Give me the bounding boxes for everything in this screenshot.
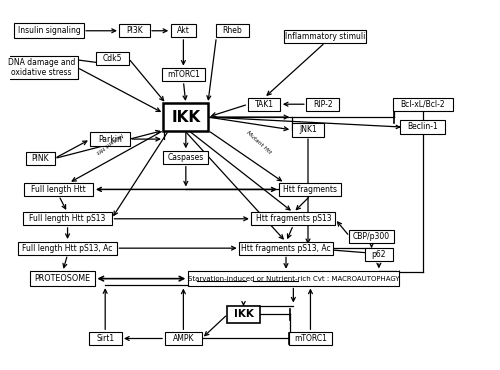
FancyBboxPatch shape: [188, 271, 399, 286]
Text: JNK1: JNK1: [299, 125, 317, 134]
Text: TAK1: TAK1: [254, 100, 274, 109]
FancyBboxPatch shape: [6, 56, 78, 79]
FancyBboxPatch shape: [252, 212, 336, 225]
FancyBboxPatch shape: [248, 98, 280, 111]
Text: IKK: IKK: [172, 110, 200, 125]
Text: mTORC1: mTORC1: [294, 334, 327, 343]
Text: Htt fragments pS13, Ac: Htt fragments pS13, Ac: [241, 244, 331, 253]
Text: CBP/p300: CBP/p300: [353, 232, 390, 241]
FancyBboxPatch shape: [227, 306, 260, 323]
FancyBboxPatch shape: [306, 98, 339, 111]
FancyBboxPatch shape: [292, 123, 324, 137]
FancyBboxPatch shape: [89, 332, 122, 345]
Text: Full length Htt pS13, Ac: Full length Htt pS13, Ac: [22, 244, 112, 253]
FancyBboxPatch shape: [162, 68, 204, 81]
FancyBboxPatch shape: [164, 332, 202, 345]
Text: Parkin: Parkin: [98, 135, 122, 144]
FancyBboxPatch shape: [164, 104, 208, 131]
FancyBboxPatch shape: [289, 332, 332, 345]
FancyBboxPatch shape: [400, 120, 446, 134]
Text: Rheb: Rheb: [222, 26, 242, 35]
FancyBboxPatch shape: [24, 183, 94, 196]
Text: Insulin signaling: Insulin signaling: [18, 26, 80, 35]
FancyBboxPatch shape: [14, 23, 84, 38]
Text: Mutant Htt: Mutant Htt: [245, 130, 272, 155]
Text: Bcl-xL/Bcl-2: Bcl-xL/Bcl-2: [400, 100, 445, 109]
FancyBboxPatch shape: [23, 212, 112, 225]
FancyBboxPatch shape: [239, 242, 333, 255]
FancyBboxPatch shape: [365, 248, 393, 261]
Text: Starvation-induced or Nutrient-rich Cvt : MACROAUTOPHAGY: Starvation-induced or Nutrient-rich Cvt …: [188, 276, 399, 282]
Text: IKK: IKK: [234, 309, 254, 319]
FancyBboxPatch shape: [120, 24, 150, 37]
Text: PINK: PINK: [32, 154, 49, 163]
Text: DNA damage and
oxidative stress: DNA damage and oxidative stress: [8, 58, 76, 77]
Text: Inflammatory stimuli: Inflammatory stimuli: [285, 32, 366, 41]
FancyBboxPatch shape: [170, 24, 196, 37]
Text: Akt: Akt: [177, 26, 190, 35]
Text: Htt fragments pS13: Htt fragments pS13: [256, 214, 331, 223]
FancyBboxPatch shape: [393, 98, 452, 111]
FancyBboxPatch shape: [30, 271, 95, 286]
FancyBboxPatch shape: [216, 24, 248, 37]
Text: Full length Htt: Full length Htt: [32, 185, 86, 194]
FancyBboxPatch shape: [280, 183, 342, 196]
Text: Beclin-1: Beclin-1: [408, 122, 438, 131]
Text: PI3K: PI3K: [126, 26, 143, 35]
FancyBboxPatch shape: [26, 152, 55, 165]
FancyBboxPatch shape: [90, 132, 130, 146]
Text: Sirt1: Sirt1: [96, 334, 114, 343]
Text: RIP-2: RIP-2: [313, 100, 332, 109]
FancyBboxPatch shape: [164, 151, 208, 164]
Text: AMPK: AMPK: [172, 334, 194, 343]
Text: p62: p62: [372, 250, 386, 259]
Text: PROTEOSOME: PROTEOSOME: [34, 274, 90, 283]
Text: Cdk5: Cdk5: [103, 54, 122, 63]
FancyBboxPatch shape: [18, 242, 117, 255]
Text: Mutant Htt: Mutant Htt: [94, 131, 123, 154]
FancyBboxPatch shape: [96, 52, 129, 65]
FancyBboxPatch shape: [349, 230, 394, 243]
Text: mTORC1: mTORC1: [167, 70, 200, 79]
FancyBboxPatch shape: [284, 30, 366, 43]
Text: Htt fragments: Htt fragments: [284, 185, 338, 194]
Text: Full length Htt pS13: Full length Htt pS13: [30, 214, 106, 223]
Text: Caspases: Caspases: [168, 153, 204, 162]
